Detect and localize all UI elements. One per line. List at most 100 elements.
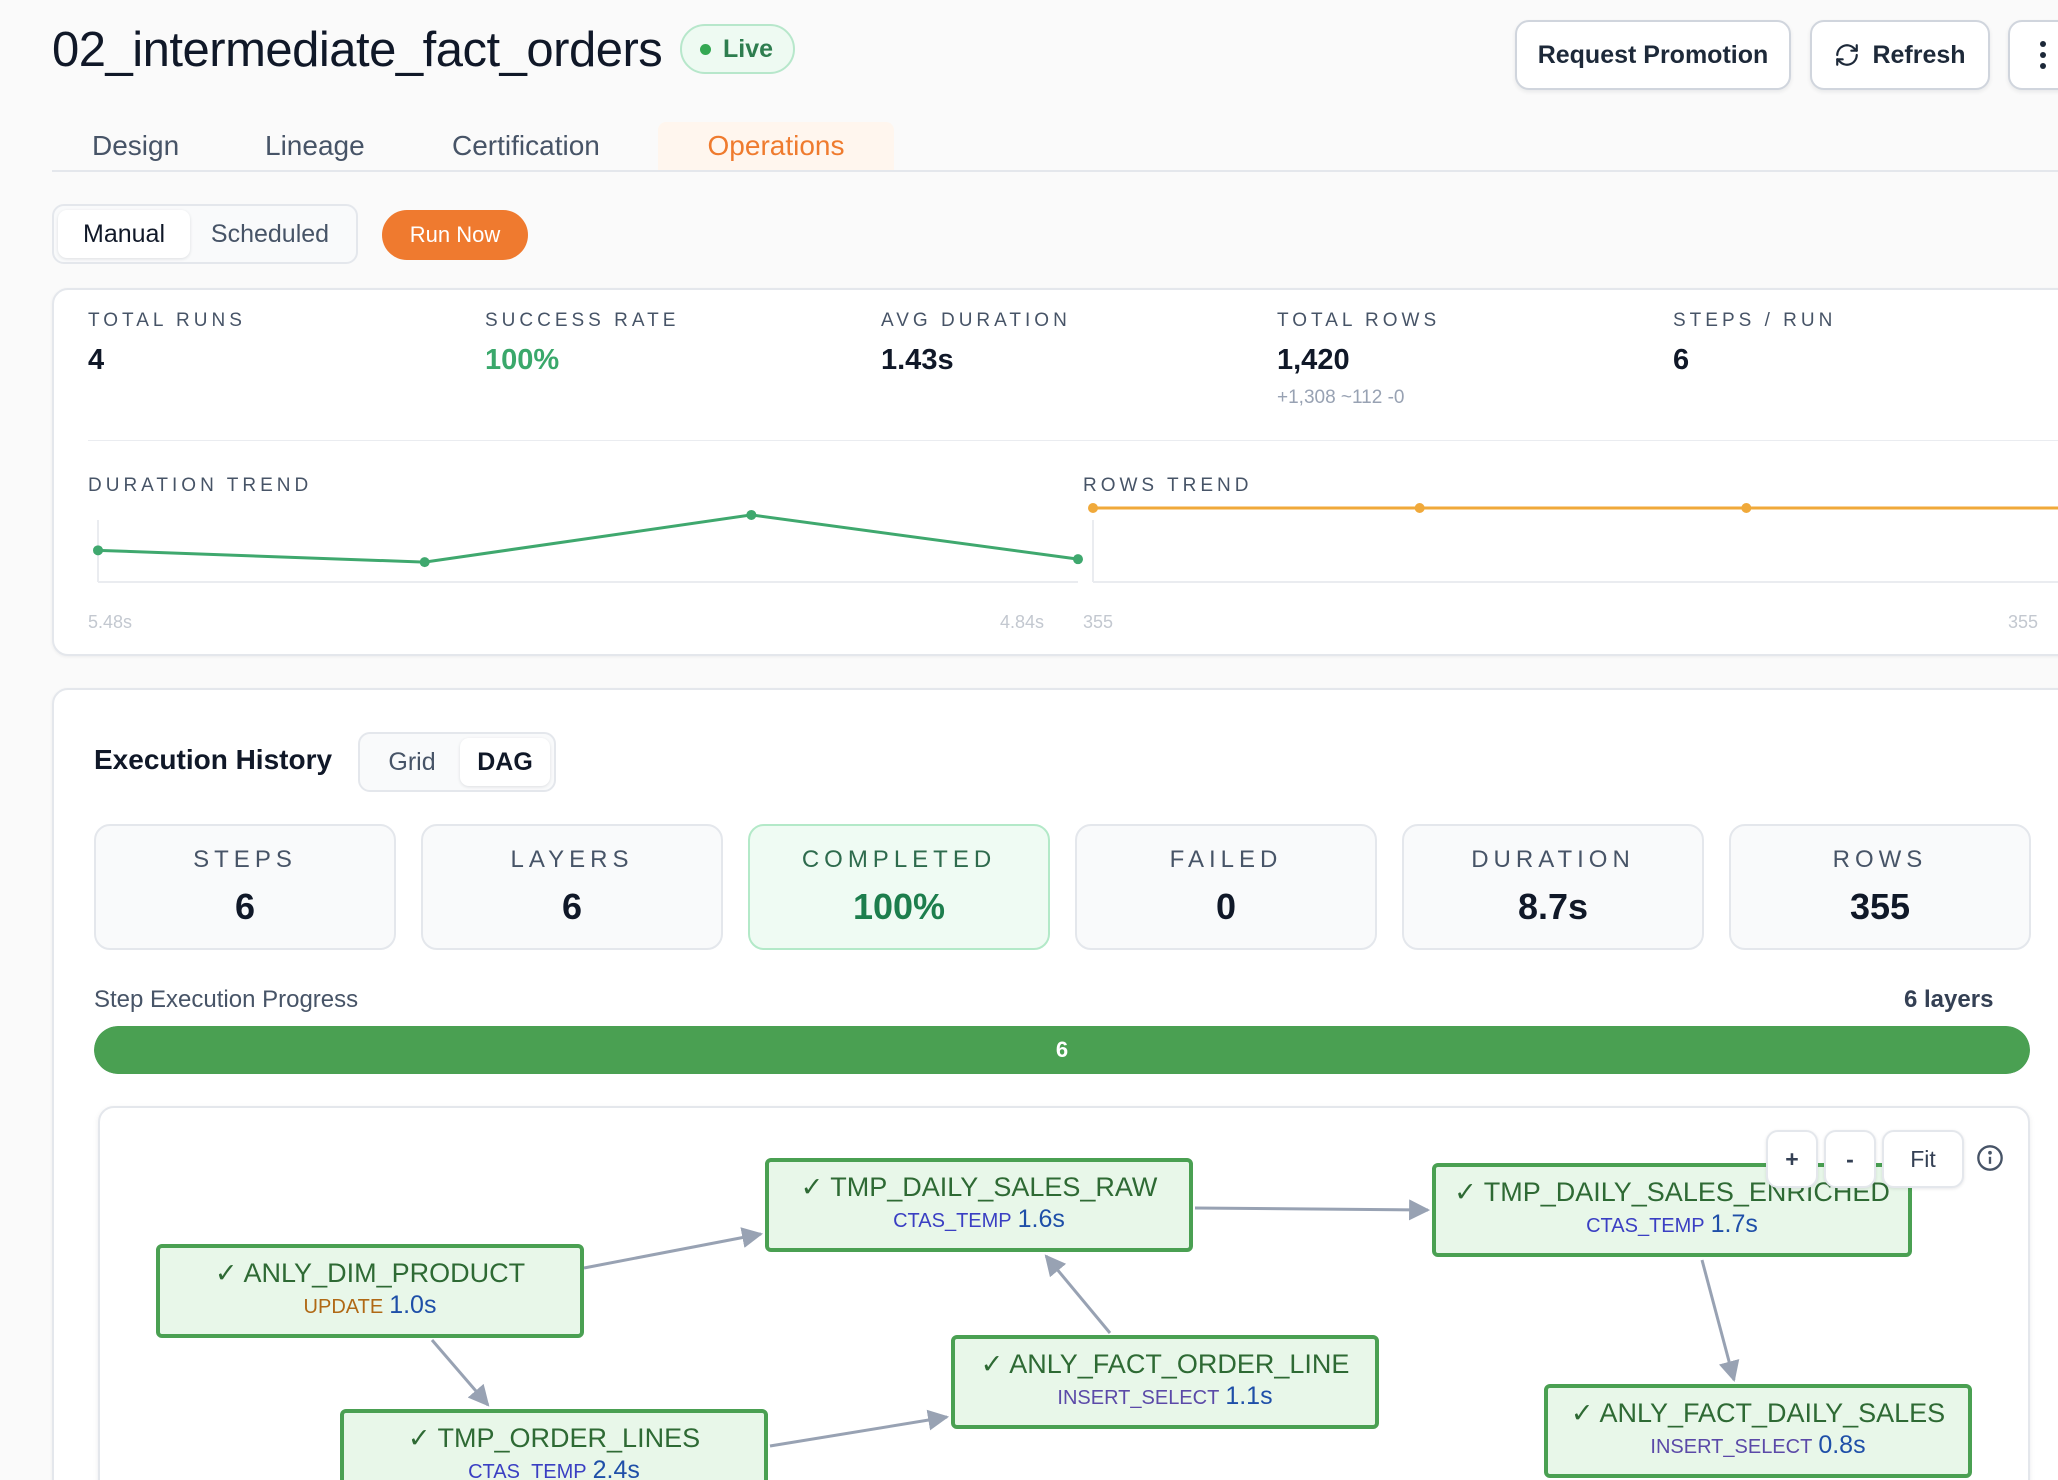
view-toggle: Grid DAG bbox=[358, 732, 556, 792]
trend-point bbox=[93, 545, 103, 556]
rows-axis-end: 355 bbox=[2008, 612, 2039, 632]
duration-trend-label: DURATION TREND bbox=[88, 475, 313, 496]
fit-view-button[interactable]: Fit bbox=[1882, 1130, 1964, 1188]
duration-axis-start: 5.48s bbox=[88, 612, 133, 632]
node-name: ✓ ANLY_FACT_DAILY_SALES bbox=[1570, 1398, 1946, 1428]
node-time: 1.7s bbox=[1710, 1210, 1758, 1238]
refresh-label: Refresh bbox=[1872, 40, 1966, 69]
mode-manual-option[interactable]: Manual bbox=[58, 210, 190, 258]
stat-value: 6 bbox=[1673, 344, 1690, 376]
metric-label: DURATION bbox=[1471, 846, 1635, 873]
status-badge: Live bbox=[680, 24, 796, 74]
node-type: CTAS_TEMP bbox=[893, 1210, 1012, 1232]
run-now-button[interactable]: Run Now bbox=[382, 210, 528, 260]
node-type: INSERT_SELECT bbox=[1057, 1387, 1220, 1409]
stat-value: 1,420 bbox=[1277, 344, 1350, 376]
metric-value: 0 bbox=[1215, 886, 1237, 927]
rows-trend-label: ROWS TREND bbox=[1083, 475, 1253, 496]
metric-label: COMPLETED bbox=[801, 846, 997, 873]
dag-node[interactable]: ✓ TMP_DAILY_SALES_RAW CTAS_TEMP 1.6s bbox=[765, 1158, 1193, 1252]
node-meta: CTAS_TEMP 2.4s bbox=[344, 1456, 764, 1480]
live-dot-icon bbox=[700, 43, 711, 55]
dag-node[interactable]: ✓ ANLY_FACT_ORDER_LINE INSERT_SELECT 1.1s bbox=[951, 1335, 1379, 1429]
metric-steps: STEPS 6 bbox=[94, 824, 396, 950]
status-badge-label: Live bbox=[723, 34, 774, 63]
metric-label: STEPS bbox=[193, 846, 297, 873]
metric-rows: ROWS 355 bbox=[1729, 824, 2031, 950]
more-options-button[interactable] bbox=[2008, 20, 2058, 90]
stat-label: AVG DURATION bbox=[881, 310, 1071, 331]
stat-value: 1.43s bbox=[881, 344, 954, 376]
dag-edge bbox=[1194, 1199, 1431, 1221]
dag-edge bbox=[430, 1339, 490, 1407]
node-meta: CTAS_TEMP 1.7s bbox=[1436, 1210, 1908, 1239]
more-vertical-icon bbox=[2040, 41, 2046, 69]
dag-canvas[interactable]: ✓ TMP_DAILY_SALES_RAW CTAS_TEMP 1.6s ✓ TM… bbox=[98, 1106, 2030, 1480]
metric-value: 355 bbox=[1849, 886, 1911, 927]
run-stats-card: TOTAL RUNS 4 SUCCESS RATE 100% AVG DURAT… bbox=[52, 288, 2058, 656]
dag-edge bbox=[769, 1409, 950, 1448]
node-type: UPDATE bbox=[303, 1296, 384, 1318]
rows-axis-start: 355 bbox=[1083, 612, 1114, 632]
refresh-button[interactable]: Refresh bbox=[1810, 20, 1990, 90]
mode-scheduled-option[interactable]: Scheduled bbox=[210, 219, 330, 248]
metric-value: 100% bbox=[852, 886, 946, 927]
view-grid-option[interactable]: Grid bbox=[388, 747, 436, 776]
dag-node[interactable]: ✓ ANLY_DIM_PRODUCT UPDATE 1.0s bbox=[156, 1244, 584, 1338]
metric-value: 6 bbox=[234, 886, 256, 927]
tab-bar: Design Lineage Certification Operations bbox=[52, 122, 2058, 172]
tab-design[interactable]: Design bbox=[92, 130, 180, 161]
zoom-out-button[interactable]: - bbox=[1824, 1130, 1876, 1188]
node-name: ✓ ANLY_FACT_ORDER_LINE bbox=[980, 1349, 1350, 1379]
stat-rows-breakdown: +1,308 ~112 -0 bbox=[1277, 387, 1405, 408]
page-title: 02_intermediate_fact_orders bbox=[52, 23, 663, 77]
metric-value: 6 bbox=[561, 886, 583, 927]
divider bbox=[88, 440, 2058, 441]
metric-label: ROWS bbox=[1832, 846, 1928, 873]
node-time: 0.8s bbox=[1818, 1431, 1866, 1459]
node-type: CTAS_TEMP bbox=[468, 1461, 587, 1480]
node-time: 1.0s bbox=[389, 1291, 437, 1319]
dag-node[interactable]: ✓ ANLY_FACT_DAILY_SALES INSERT_SELECT 0.8… bbox=[1544, 1384, 1972, 1478]
trend-point bbox=[1414, 503, 1425, 513]
metric-label: LAYERS bbox=[510, 846, 634, 873]
node-meta: INSERT_SELECT 0.8s bbox=[1548, 1431, 1968, 1460]
dag-edge bbox=[1700, 1259, 1740, 1383]
node-time: 2.4s bbox=[592, 1456, 640, 1480]
stat-value: 100% bbox=[485, 344, 560, 376]
node-time: 1.1s bbox=[1225, 1382, 1273, 1410]
run-mode-toggle: Manual Scheduled bbox=[52, 204, 358, 264]
node-name: ✓ TMP_DAILY_SALES_RAW bbox=[800, 1172, 1158, 1202]
stat-total-runs: TOTAL RUNS 4 bbox=[88, 310, 246, 377]
node-type: CTAS_TEMP bbox=[1586, 1215, 1705, 1237]
request-promotion-button[interactable]: Request Promotion bbox=[1515, 20, 1791, 90]
view-dag-option[interactable]: DAG bbox=[460, 738, 550, 786]
step-progress-fill: 6 bbox=[94, 1026, 2030, 1074]
refresh-icon bbox=[1836, 44, 1859, 66]
stat-success-rate: SUCCESS RATE 100% bbox=[485, 310, 679, 377]
trend-point bbox=[746, 509, 757, 520]
stat-value: 4 bbox=[88, 344, 105, 376]
dag-edge bbox=[583, 1227, 764, 1270]
stat-avg-duration: AVG DURATION 1.43s bbox=[881, 310, 1071, 377]
trend-point bbox=[1073, 554, 1083, 565]
tab-certification[interactable]: Certification bbox=[452, 130, 600, 161]
tab-lineage[interactable]: Lineage bbox=[265, 130, 365, 161]
trend-point bbox=[1088, 503, 1098, 513]
node-meta: INSERT_SELECT 1.1s bbox=[955, 1382, 1375, 1411]
metric-label: FAILED bbox=[1169, 846, 1283, 873]
metric-duration: DURATION 8.7s bbox=[1402, 824, 1704, 950]
zoom-in-button[interactable]: + bbox=[1766, 1130, 1818, 1188]
node-type: INSERT_SELECT bbox=[1650, 1436, 1813, 1458]
rows-trend-chart bbox=[1088, 503, 2058, 583]
stat-label: TOTAL ROWS bbox=[1277, 310, 1441, 331]
node-name: ✓ TMP_DAILY_SALES_ENRICHED bbox=[1454, 1177, 1890, 1207]
tab-operations[interactable]: Operations bbox=[658, 122, 894, 170]
dag-node[interactable]: ✓ TMP_ORDER_LINES CTAS_TEMP 2.4s bbox=[340, 1409, 768, 1480]
stat-label: STEPS / RUN bbox=[1673, 310, 1837, 331]
trend-line bbox=[97, 513, 1079, 564]
info-icon[interactable] bbox=[1976, 1144, 2004, 1172]
node-name: ✓ TMP_ORDER_LINES bbox=[407, 1423, 701, 1453]
node-meta: CTAS_TEMP 1.6s bbox=[769, 1205, 1189, 1234]
trend-point bbox=[1741, 503, 1752, 513]
